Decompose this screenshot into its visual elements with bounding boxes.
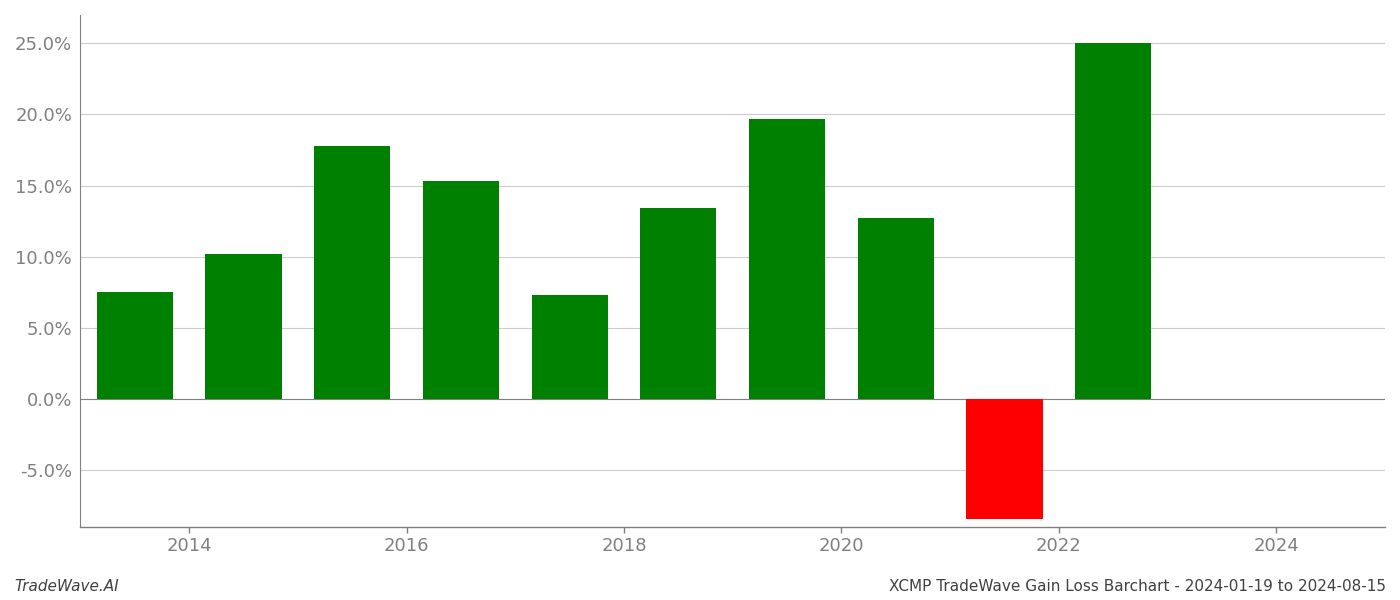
Bar <box>532 295 608 398</box>
Text: XCMP TradeWave Gain Loss Barchart - 2024-01-19 to 2024-08-15: XCMP TradeWave Gain Loss Barchart - 2024… <box>889 579 1386 594</box>
Bar <box>314 146 391 398</box>
Bar <box>858 218 934 398</box>
Bar <box>1075 43 1151 398</box>
Bar <box>966 398 1043 520</box>
Bar <box>97 292 172 398</box>
Bar <box>640 208 717 398</box>
Text: TradeWave.AI: TradeWave.AI <box>14 579 119 594</box>
Bar <box>749 119 825 398</box>
Bar <box>206 254 281 398</box>
Bar <box>423 181 498 398</box>
